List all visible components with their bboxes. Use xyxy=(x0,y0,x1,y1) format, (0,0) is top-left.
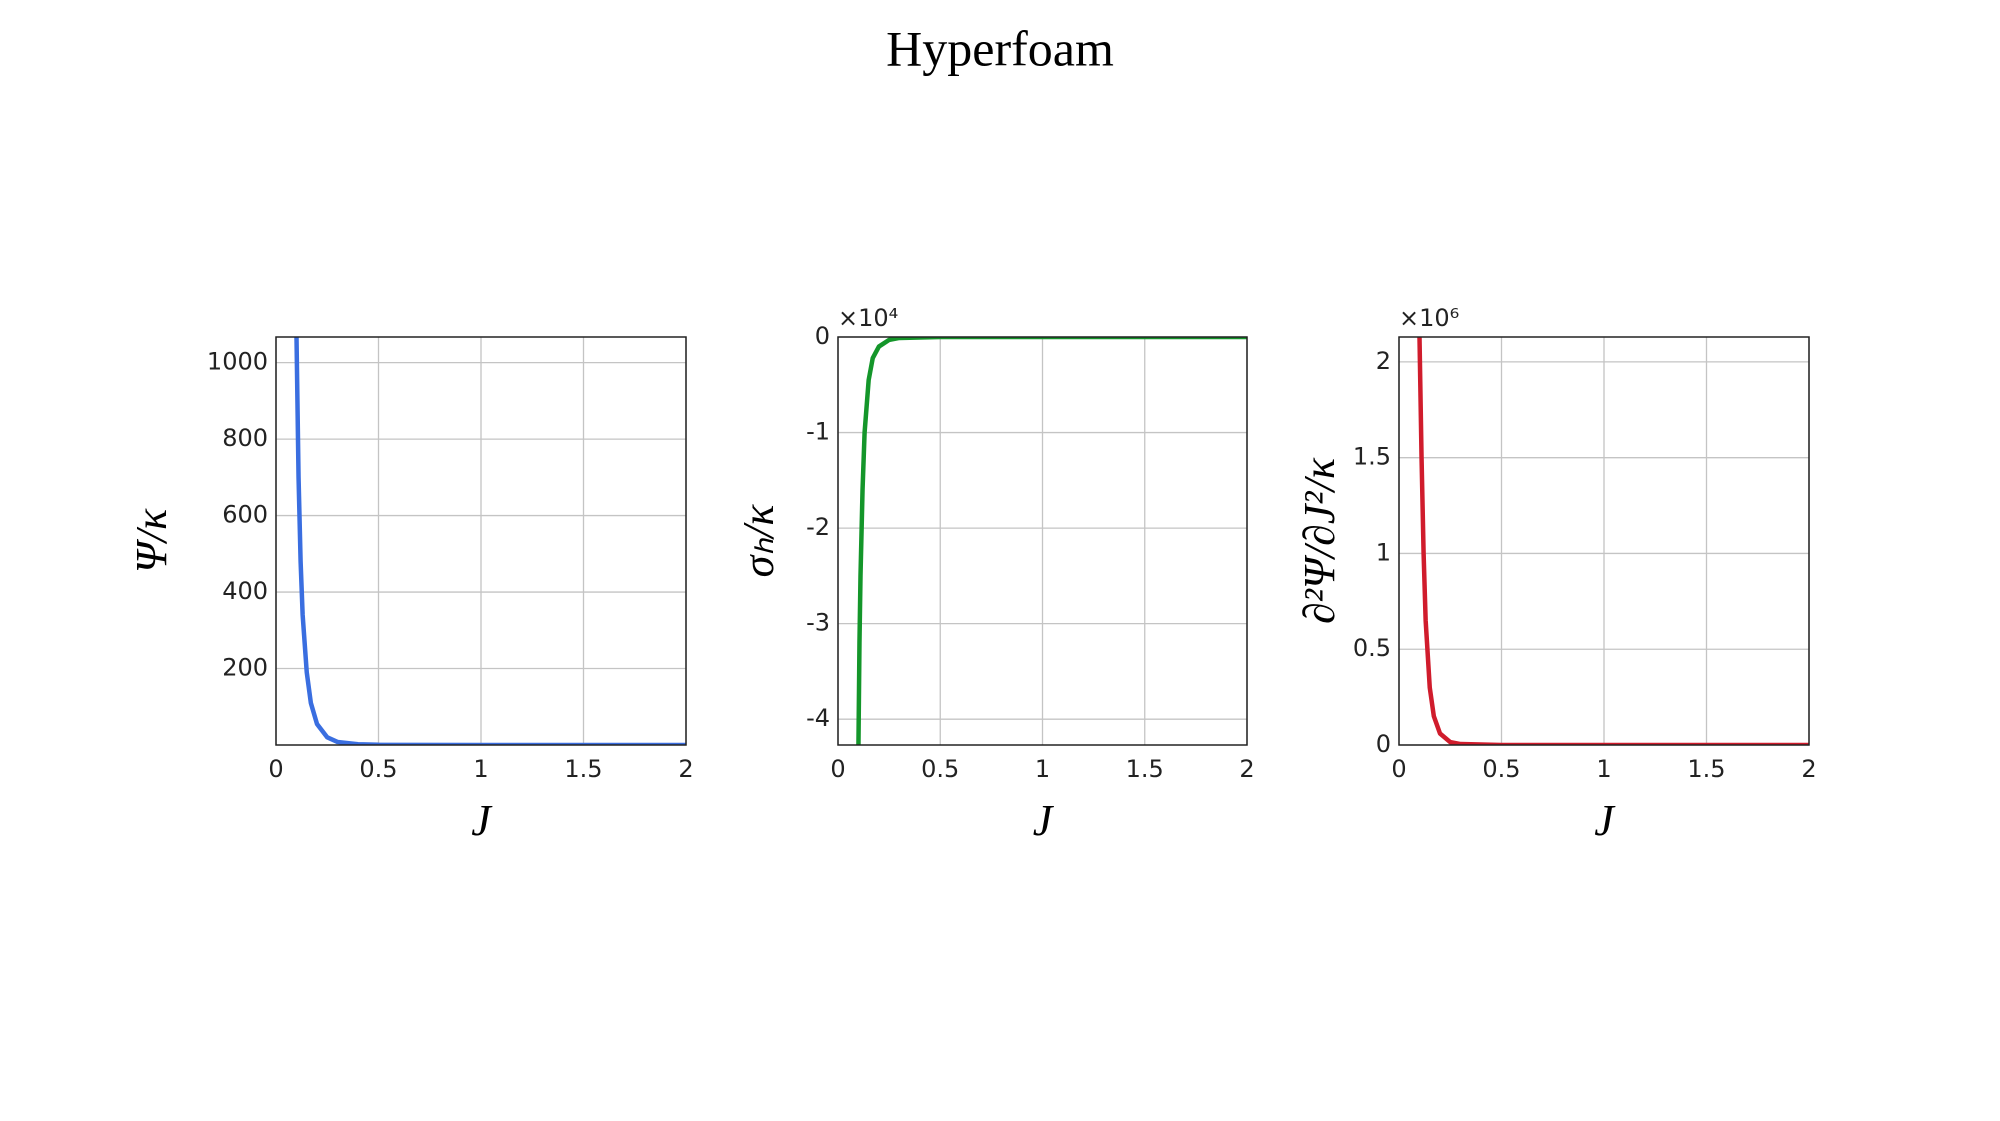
y-tick-label: -4 xyxy=(806,704,830,732)
y-axis-label: ∂²Ψ/∂J²/κ xyxy=(1295,457,1344,624)
x-tick-label: 0.5 xyxy=(921,755,959,783)
y-tick-label: -2 xyxy=(806,513,830,541)
y-tick-label: 800 xyxy=(222,424,268,452)
subplot: 0 0.5 1 1.5 2 200 400 600 800 1000 J Ψ/κ xyxy=(127,336,694,845)
y-tick-label: 400 xyxy=(222,577,268,605)
figure-title: Hyperfoam xyxy=(886,20,1114,76)
x-axis-label: J xyxy=(1594,796,1616,845)
x-tick-label: 0.5 xyxy=(359,755,397,783)
axes-frame xyxy=(275,336,687,746)
x-tick-label: 2 xyxy=(1239,755,1254,783)
x-tick-label: 2 xyxy=(1801,755,1816,783)
y-axis-label: σₕ/κ xyxy=(734,504,783,578)
x-tick-label: 2 xyxy=(678,755,693,783)
y-tick-label: -3 xyxy=(806,609,830,637)
y-tick-label: 1.5 xyxy=(1353,443,1391,471)
x-tick-label: 1 xyxy=(1035,755,1050,783)
x-axis-label: J xyxy=(1033,796,1055,845)
x-tick-label: 0.5 xyxy=(1482,755,1520,783)
axis-multiplier: ×10⁶ xyxy=(1399,304,1459,332)
y-tick-label: 600 xyxy=(222,501,268,529)
y-tick-label: 0 xyxy=(815,322,830,350)
x-tick-label: 0 xyxy=(268,755,283,783)
x-tick-label: 1 xyxy=(1596,755,1611,783)
x-axis-label: J xyxy=(471,796,493,845)
x-tick-label: 0 xyxy=(1391,755,1406,783)
subplot: 0 0.5 1 1.5 2 0 0.5 1 1.5 2 J ∂²Ψ/∂J²/κ ×10⁶ xyxy=(1295,304,1817,845)
y-tick-label: 1000 xyxy=(207,348,268,376)
x-tick-label: 1.5 xyxy=(1687,755,1725,783)
x-tick-label: 1.5 xyxy=(1126,755,1164,783)
subplot: 0 0.5 1 1.5 2 -4 -3 -2 -1 0 Jσₕ/κ ×10⁴ xyxy=(734,304,1255,845)
y-tick-label: -1 xyxy=(806,418,830,446)
axes-frame xyxy=(837,336,1248,746)
data-line xyxy=(856,337,1247,745)
axis-multiplier: ×10⁴ xyxy=(838,304,898,332)
y-tick-label: 0 xyxy=(1376,730,1391,758)
axes-frame xyxy=(1398,336,1810,746)
y-tick-label: 0.5 xyxy=(1353,634,1391,662)
y-tick-label: 200 xyxy=(222,654,268,682)
y-axis-label: Ψ/κ xyxy=(127,508,176,573)
x-tick-label: 1 xyxy=(473,755,488,783)
y-tick-label: 2 xyxy=(1376,347,1391,375)
y-tick-label: 1 xyxy=(1376,538,1391,566)
x-tick-label: 1.5 xyxy=(564,755,602,783)
x-tick-label: 0 xyxy=(830,755,845,783)
